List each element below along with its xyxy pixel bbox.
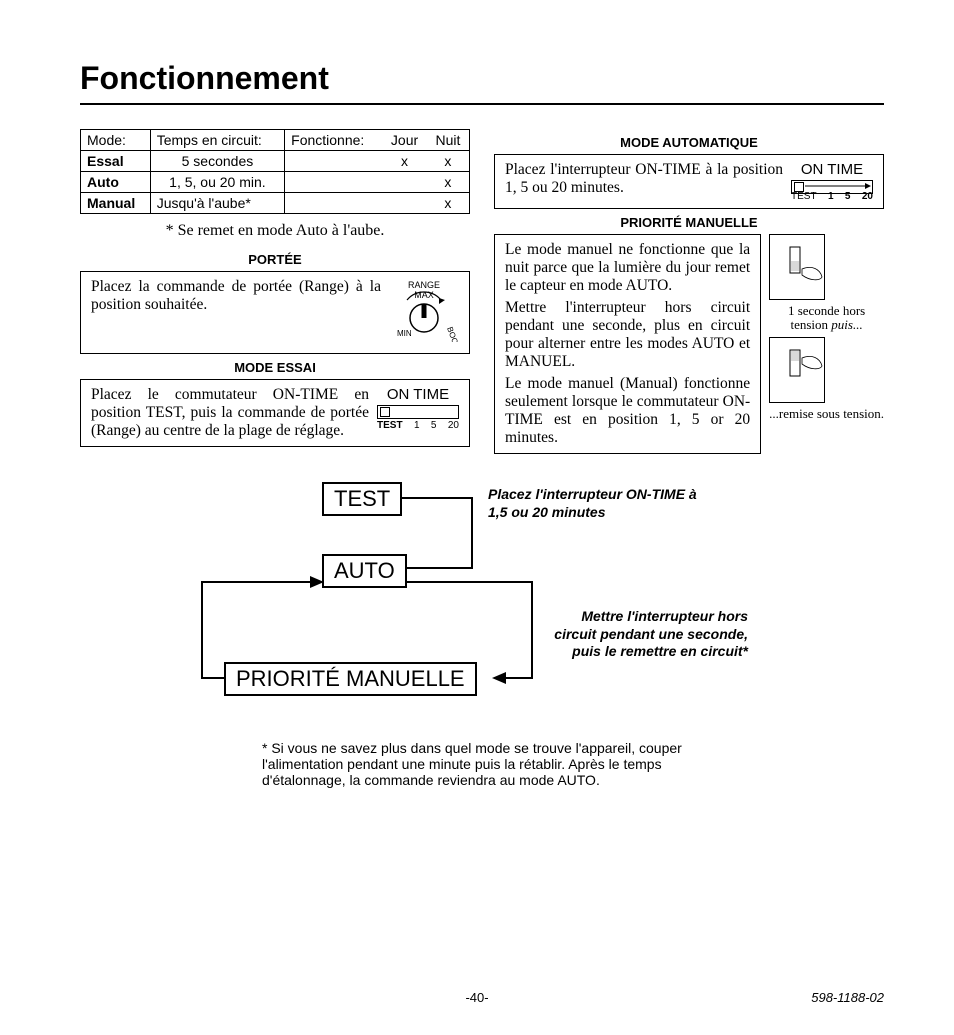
auto-heading: MODE AUTOMATIQUE [494,135,884,150]
mark-test: TEST [377,420,403,431]
dial-label-min: MIN [397,329,412,338]
cell: Jusqu'à l'aube* [150,193,284,214]
table-footnote: * Se remet en mode Auto à l'aube. [80,222,470,240]
portee-heading: PORTÉE [80,252,470,267]
page-title: Fonctionnement [80,60,884,97]
right-column: MODE AUTOMATIQUE Placez l'interrupteur O… [494,129,884,454]
th-nuit: Nuit [427,130,470,151]
essai-heading: MODE ESSAI [80,360,470,375]
dial-label-boost: BOOST [445,326,459,342]
title-rule [80,103,884,105]
mark-1: 1 [414,420,420,431]
auto-box: Placez l'interrupteur ON-TIME à la posit… [494,154,884,209]
mark-20: 20 [448,420,459,431]
switch-illustrations: 1 seconde hors tension puis... ...remise… [769,234,884,454]
cell: x [427,151,470,172]
th-time: Temps en circuit: [150,130,284,151]
essai-text: Placez le commutateur ON-TIME en positio… [91,386,369,440]
portee-text: Placez la commande de portée (Range) à l… [91,278,381,314]
mode-table: Mode: Temps en circuit: Fonctionne: Jour… [80,129,470,214]
cell: x [427,172,470,193]
switch-off-icon [769,234,825,300]
th-mode: Mode: [81,130,151,151]
table-row: Essal 5 secondes x x [81,151,470,172]
left-column: Mode: Temps en circuit: Fonctionne: Jour… [80,129,470,454]
flow-node-manuelle: PRIORITÉ MANUELLE [224,662,477,696]
manuelle-heading: PRIORITÉ MANUELLE [494,215,884,230]
table-row: Manual Jusqu'à l'aube* x [81,193,470,214]
cell: x [427,193,470,214]
cell: Manual [81,193,151,214]
essai-box: Placez le commutateur ON-TIME en positio… [80,379,470,447]
mode-flowchart: TEST AUTO PRIORITÉ MANUELLE Placez l'int… [162,478,802,728]
manuelle-box: Le mode manuel ne fonctionne que la nuit… [494,234,761,454]
cell: 1, 5, ou 20 min. [150,172,284,193]
flow-node-test: TEST [322,482,402,516]
ontime-slider-group: ON TIME TEST 1 5 20 [377,386,459,431]
document-number: 598-1188-02 [811,990,884,1005]
manuelle-p3: Le mode manuel (Manual) fonctionne seule… [505,375,750,447]
ontime-label: ON TIME [377,386,459,403]
switch-caption-2: ...remise sous tension. [769,407,884,421]
cell [382,193,427,214]
flow-label-2: Mettre l'interrupteur hors circuit penda… [548,608,748,661]
ontime-marks: TEST 1 5 20 [377,420,459,431]
table-row: Auto 1, 5, ou 20 min. x [81,172,470,193]
dial-label-range: RANGE [408,280,440,290]
th-jour: Jour [382,130,427,151]
cell: 5 secondes [150,151,284,172]
switch-on-icon [769,337,825,403]
cell [382,172,427,193]
switch-caption-1: 1 seconde hors tension puis... [769,304,884,333]
page-footer: -40- 598-1188-02 [0,990,954,1005]
flow-label-1: Placez l'interrupteur ON-TIME à 1,5 ou 2… [488,486,708,521]
cell: Essal [81,151,151,172]
th-fonctionne: Fonctionne: [285,130,383,151]
portee-box: Placez la commande de portée (Range) à l… [80,271,470,354]
auto-text: Placez l'interrupteur ON-TIME à la posit… [505,161,783,197]
flow-footnote: * Si vous ne savez plus dans quel mode s… [262,740,702,788]
cell: x [382,151,427,172]
manuelle-p2: Mettre l'interrupteur hors circuit penda… [505,299,750,371]
cell: Auto [81,172,151,193]
ontime-slider-group: ON TIME TEST 1 5 20 [791,161,873,202]
manuelle-p1: Le mode manuel ne fonctionne que la nuit… [505,241,750,295]
flow-node-auto: AUTO [322,554,407,588]
ontime-slider-icon [791,180,873,194]
mark-5: 5 [431,420,437,431]
ontime-label: ON TIME [791,161,873,178]
range-dial-icon: RANGE MAX MIN BOOST [389,278,459,347]
ontime-slider-icon [377,405,459,419]
